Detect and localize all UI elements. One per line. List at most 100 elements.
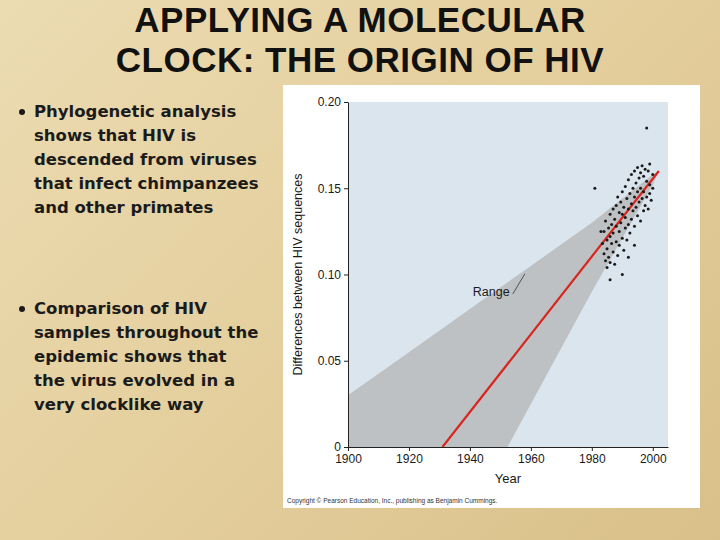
bullet-text: Phylogenetic analysis shows that HIV is … — [34, 102, 258, 217]
x-tick-label: 1920 — [396, 452, 423, 466]
data-point — [612, 232, 615, 235]
data-point — [639, 187, 642, 190]
data-point — [627, 223, 630, 226]
x-axis: 190019201940196019802000 — [335, 447, 668, 466]
data-point — [618, 211, 621, 214]
x-axis-title: Year — [495, 471, 522, 486]
data-point — [628, 192, 631, 195]
data-point — [612, 251, 615, 254]
data-point — [627, 207, 630, 210]
data-point — [650, 199, 653, 202]
data-point — [613, 263, 616, 266]
data-point — [641, 164, 644, 167]
data-point — [633, 225, 636, 228]
data-point — [630, 173, 633, 176]
data-point — [609, 235, 612, 238]
bullet-dot — [19, 109, 25, 115]
data-point — [648, 163, 651, 166]
data-point — [641, 197, 644, 200]
y-tick-mark — [344, 275, 348, 276]
data-point — [644, 204, 647, 207]
data-point — [622, 249, 625, 252]
data-point — [633, 170, 636, 173]
x-tick: 1920 — [396, 447, 423, 466]
y-tick-label: 0.15 — [318, 182, 342, 196]
data-point — [621, 237, 624, 240]
data-point — [607, 226, 610, 229]
y-tick-label: 0 — [334, 440, 341, 454]
y-tick-label: 0.05 — [318, 354, 342, 368]
x-tick: 2000 — [640, 447, 667, 466]
data-point — [642, 175, 645, 178]
y-axis: 0 0.05 0.10 0.15 0.20 — [318, 95, 349, 454]
bullet-dot — [19, 306, 25, 312]
data-point — [603, 252, 606, 255]
data-point — [615, 204, 618, 207]
data-point — [627, 178, 630, 181]
x-tick-label: 2000 — [640, 452, 667, 466]
data-point — [639, 171, 642, 174]
data-point — [622, 206, 625, 209]
data-point — [604, 220, 607, 223]
y-tick: 0.05 — [318, 354, 348, 368]
data-point — [601, 242, 604, 245]
data-point — [648, 183, 651, 186]
y-tick-label: 0.20 — [318, 95, 342, 109]
data-point — [638, 201, 641, 204]
data-point — [624, 216, 627, 219]
y-tick: 0.15 — [318, 182, 348, 196]
data-point — [603, 230, 606, 233]
x-tick-mark — [470, 447, 471, 451]
data-point — [633, 244, 636, 247]
y-tick-mark — [344, 102, 348, 103]
data-point — [627, 256, 630, 259]
data-point — [624, 185, 627, 188]
data-point — [642, 190, 645, 193]
data-point — [616, 254, 619, 257]
y-tick: 0.20 — [318, 95, 348, 109]
x-tick-mark — [653, 447, 654, 451]
data-point — [618, 244, 621, 247]
data-point — [639, 220, 642, 223]
data-point — [633, 195, 636, 198]
data-point — [636, 214, 639, 217]
y-tick: 0.10 — [318, 268, 348, 282]
data-point — [624, 226, 627, 229]
y-tick-mark — [344, 188, 348, 189]
x-tick-label: 1980 — [579, 452, 606, 466]
data-point — [630, 202, 633, 205]
y-axis-title: Differences between HIV sequences — [291, 174, 305, 376]
y-tick-label: 0.10 — [318, 268, 342, 282]
x-tick: 1940 — [457, 447, 484, 466]
credit: Copyright © Pearson Education, Inc., pub… — [287, 497, 498, 505]
y-tick-mark — [344, 447, 348, 448]
data-point — [599, 230, 602, 233]
data-point — [638, 176, 641, 179]
y-tick: 0 — [334, 440, 348, 454]
data-point — [647, 170, 650, 173]
data-point — [606, 247, 609, 250]
x-tick-label: 1940 — [457, 452, 484, 466]
data-point — [642, 209, 645, 212]
trend-line — [442, 171, 658, 447]
x-tick-label: 1960 — [518, 452, 545, 466]
data-point — [593, 187, 596, 190]
data-point — [645, 126, 648, 129]
data-point — [636, 190, 639, 193]
data-point — [606, 239, 609, 242]
data-point — [645, 180, 648, 183]
data-point — [610, 223, 613, 226]
x-axis-line — [349, 447, 669, 448]
data-point — [616, 195, 619, 198]
data-point — [651, 187, 654, 190]
x-tick: 1960 — [518, 447, 545, 466]
data-point — [615, 225, 618, 228]
data-point — [647, 207, 650, 210]
data-point — [635, 206, 638, 209]
data-point — [618, 230, 621, 233]
y-axis-line — [348, 103, 349, 448]
x-tick: 1980 — [579, 447, 606, 466]
x-tick-mark — [348, 447, 349, 451]
data-point — [631, 187, 634, 190]
y-tick-mark — [344, 361, 348, 362]
